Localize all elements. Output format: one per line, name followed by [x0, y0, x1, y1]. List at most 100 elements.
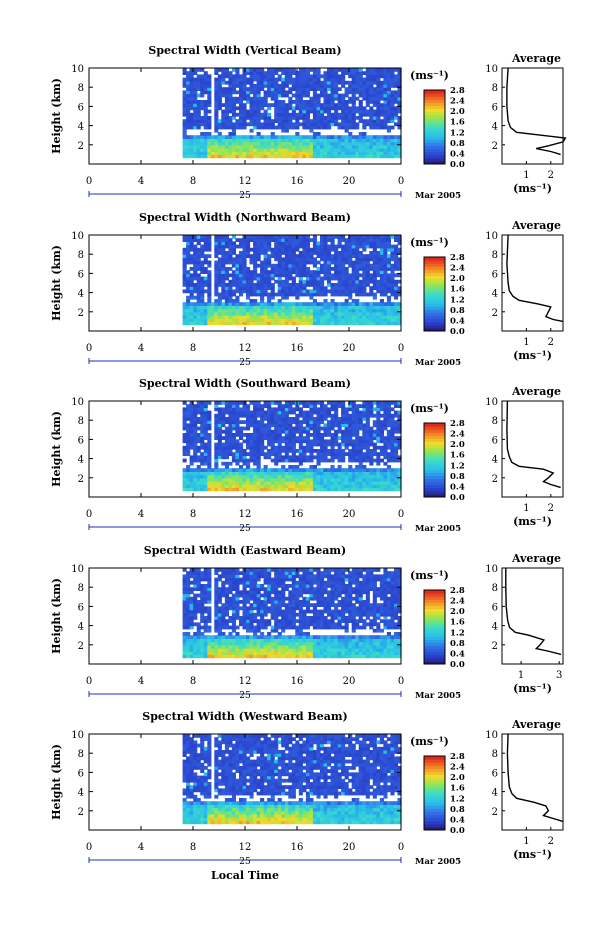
heatmap-cell	[355, 487, 360, 492]
heatmap-cell	[249, 487, 254, 492]
heatmap-cell	[291, 315, 296, 319]
heatmap-cell	[228, 404, 233, 408]
heatmap-cell	[186, 616, 191, 620]
heatmap-cell	[288, 420, 293, 424]
heatmap-cell	[362, 112, 367, 117]
heatmap-cell	[386, 283, 391, 287]
heatmap-cell	[246, 148, 251, 152]
heatmap-cell	[390, 420, 395, 424]
heatmap-cell	[284, 106, 289, 111]
heatmap-cell	[355, 241, 360, 246]
heatmap-cell	[383, 279, 388, 284]
heatmap-cell	[182, 413, 187, 418]
heatmap-cell	[288, 311, 293, 316]
heatmap-cell	[390, 244, 395, 249]
heatmap-cell	[277, 439, 282, 444]
heatmap-cell	[277, 286, 282, 290]
heatmap-cell	[362, 87, 367, 91]
heatmap-cell	[348, 279, 353, 284]
heatmap-cell	[394, 235, 399, 239]
heatmap-cell	[397, 420, 402, 424]
heatmap-cell	[295, 241, 300, 246]
heatmap-cell	[323, 144, 328, 149]
heatmap-cell	[235, 413, 240, 418]
heatmap-cell	[260, 68, 265, 72]
heatmap-cell	[390, 251, 395, 255]
heatmap-cell	[390, 279, 395, 284]
heatmap-cell	[186, 449, 191, 453]
heatmap-cell	[186, 106, 191, 111]
heatmap-cell	[270, 458, 275, 463]
heatmap-cell	[196, 484, 201, 488]
heatmap-cell	[295, 267, 300, 271]
heatmap-cell	[210, 641, 215, 646]
heatmap-cell	[309, 417, 314, 421]
heatmap-cell	[214, 596, 219, 601]
heatmap-cell	[193, 445, 198, 450]
heatmap-cell	[182, 289, 187, 294]
heatmap-cell	[224, 260, 229, 265]
heatmap-cell	[263, 445, 268, 450]
heatmap-cell	[253, 96, 258, 101]
heatmap-cell	[369, 112, 374, 117]
heatmap-cell	[228, 279, 233, 284]
heatmap-cell	[277, 74, 282, 79]
heatmap-cell	[246, 305, 251, 310]
heatmap-cell	[228, 471, 233, 476]
heatmap-cell	[274, 436, 279, 440]
heatmap-cell	[239, 292, 244, 297]
heatmap-cell	[263, 477, 268, 482]
heatmap-cell	[358, 471, 363, 476]
heatmap-cell	[327, 106, 332, 111]
heatmap-cell	[182, 141, 187, 146]
heatmap-cell	[277, 413, 282, 418]
heatmap-cell	[386, 289, 391, 294]
heatmap-cell	[355, 442, 360, 447]
heatmap-cell	[291, 458, 296, 463]
heatmap-cell	[323, 84, 328, 88]
heatmap-cell	[323, 481, 328, 485]
heatmap-cell	[253, 74, 258, 79]
heatmap-cell	[221, 283, 226, 287]
heatmap-cell	[358, 235, 363, 239]
heatmap-cell	[253, 484, 258, 488]
heatmap-cell	[253, 311, 258, 316]
heatmap-cell	[284, 116, 289, 120]
heatmap-cell	[277, 417, 282, 421]
heatmap-cell	[253, 458, 258, 463]
heatmap-cell	[372, 452, 377, 456]
heatmap-cell	[207, 96, 212, 101]
heatmap-cell	[186, 638, 191, 643]
heatmap-cell	[221, 644, 226, 649]
heatmap-cell	[397, 148, 402, 152]
heatmap-cell	[362, 132, 367, 136]
heatmap-cell	[256, 135, 261, 139]
heatmap-cell	[221, 308, 226, 313]
heatmap-cell	[263, 80, 268, 85]
colorbar-swatch	[424, 287, 445, 292]
heatmap-cell	[383, 484, 388, 488]
heatmap-cell	[228, 295, 233, 300]
heatmap-cell	[309, 423, 314, 428]
heatmap-cell	[270, 484, 275, 488]
heatmap-cell	[320, 481, 325, 485]
heatmap-cell	[288, 455, 293, 460]
heatmap-cell	[365, 429, 370, 434]
heatmap-cell	[281, 305, 286, 310]
heatmap-cell	[344, 148, 349, 152]
heatmap-cell	[358, 74, 363, 79]
heatmap-cell	[182, 603, 187, 607]
heatmap-cell	[228, 308, 233, 313]
heatmap-cell	[337, 251, 342, 255]
heatmap-cell	[207, 635, 212, 639]
heatmap-cell	[309, 305, 314, 310]
heatmap-cell	[217, 244, 222, 249]
heatmap-cell	[281, 100, 286, 104]
heatmap-cell	[246, 122, 251, 127]
heatmap-cell	[256, 106, 261, 111]
heatmap-cell	[239, 455, 244, 460]
heatmap-cell	[365, 141, 370, 146]
colorbar-swatch	[424, 108, 445, 113]
y-tick-label: 4	[78, 455, 84, 466]
heatmap-cell	[231, 318, 236, 322]
